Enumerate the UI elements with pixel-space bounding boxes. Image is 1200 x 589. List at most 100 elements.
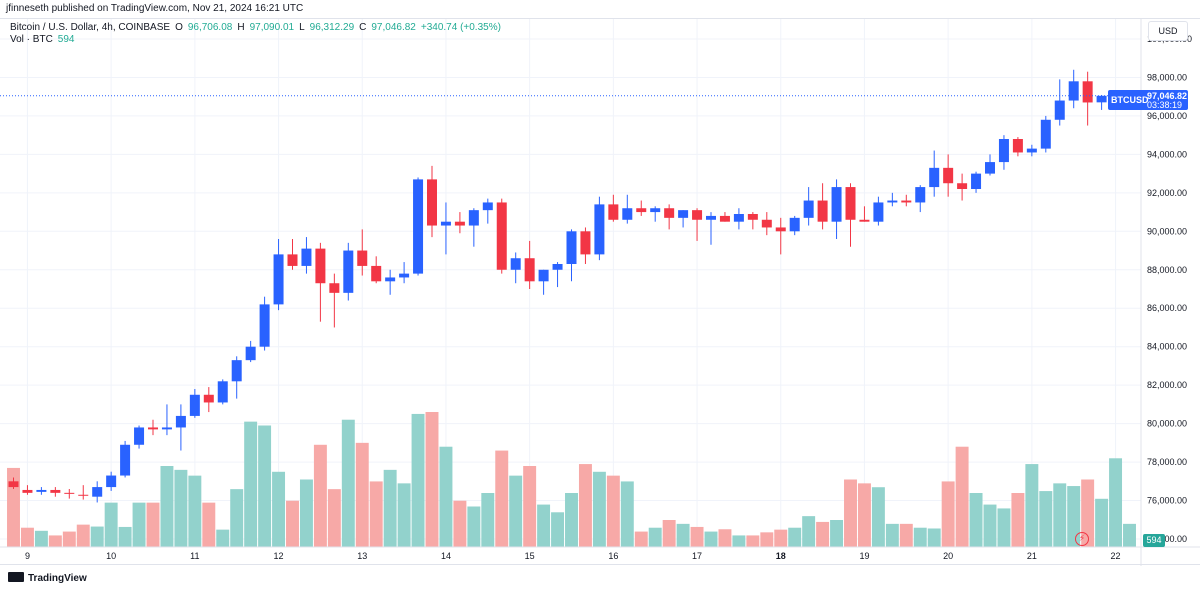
y-tick-label: 98,000.00 bbox=[1147, 72, 1187, 82]
volume-bar bbox=[495, 450, 509, 547]
candle-body bbox=[427, 179, 437, 226]
volume-bar bbox=[174, 469, 188, 547]
candle-body bbox=[175, 415, 186, 428]
volume-bar bbox=[732, 535, 746, 547]
flash-icon[interactable]: ⚡ bbox=[1075, 532, 1089, 546]
x-tick-label: 20 bbox=[943, 551, 953, 561]
volume-bar bbox=[481, 493, 495, 547]
y-tick-label: 90,000.00 bbox=[1147, 226, 1187, 236]
candle-body bbox=[329, 283, 340, 293]
volume-bar bbox=[955, 446, 969, 547]
low-label: L bbox=[299, 22, 305, 33]
publisher-line: jfinneseth published on TradingView.com,… bbox=[6, 3, 304, 14]
candle-body bbox=[1040, 119, 1051, 149]
volume-bar bbox=[132, 502, 146, 547]
volume-bar bbox=[844, 479, 857, 547]
volume-bar bbox=[104, 502, 118, 547]
volume-bar bbox=[565, 493, 578, 547]
candle-body bbox=[538, 269, 549, 282]
candle-body bbox=[64, 492, 75, 494]
volume-legend[interactable]: Vol · BTC 594 bbox=[10, 34, 79, 45]
volume-bar bbox=[397, 483, 411, 547]
candle-body bbox=[915, 187, 926, 203]
volume-bar bbox=[34, 530, 48, 547]
candle-body bbox=[496, 202, 507, 270]
candle-body bbox=[901, 200, 912, 203]
candle-body bbox=[971, 173, 982, 189]
chart-area[interactable]: 74,000.00 76,000.00 78,000.00 80,000.00 82,0… bbox=[0, 18, 1200, 566]
candle-body bbox=[78, 494, 89, 496]
volume-bar bbox=[90, 526, 104, 547]
volume-bar bbox=[941, 481, 955, 547]
candle-body bbox=[217, 381, 228, 403]
volume-bar bbox=[188, 475, 202, 547]
volume-bar bbox=[774, 529, 788, 547]
currency-button[interactable]: USD bbox=[1148, 21, 1188, 41]
volume-bar bbox=[578, 464, 592, 547]
volume-bar bbox=[146, 502, 160, 547]
volume-bar bbox=[160, 466, 174, 547]
volume-bar bbox=[439, 446, 453, 547]
footer: TradingView bbox=[0, 566, 1200, 589]
candle-body bbox=[482, 202, 493, 211]
tradingview-logo-icon bbox=[8, 572, 24, 582]
volume-bar bbox=[1011, 493, 1025, 547]
volume-bar bbox=[244, 421, 258, 547]
candle-body bbox=[552, 264, 563, 270]
price-chart[interactable]: 74,000.00 76,000.00 78,000.00 80,000.00 82,0… bbox=[0, 19, 1200, 566]
candle-body bbox=[106, 475, 117, 488]
x-tick-label: 11 bbox=[190, 551, 199, 561]
volume-bar bbox=[523, 466, 537, 547]
candle-body bbox=[134, 427, 145, 445]
candle-body bbox=[1082, 81, 1093, 103]
volume-bar bbox=[704, 531, 718, 547]
candle-body bbox=[692, 210, 703, 220]
candle-body bbox=[678, 210, 689, 218]
candle-body bbox=[510, 258, 521, 270]
candles bbox=[8, 69, 1107, 503]
symbol-title[interactable]: Bitcoin / U.S. Dollar, 4h, COINBASE bbox=[10, 22, 171, 33]
volume-bar bbox=[606, 475, 620, 547]
bar-countdown: 03:38:19 bbox=[1147, 100, 1183, 110]
brand-name: TradingView bbox=[28, 573, 87, 584]
time-axis[interactable]: 9 10 11 12 13 14 15 16 17 18 19 20 21 22 bbox=[0, 546, 1200, 561]
volume-bar bbox=[1039, 491, 1053, 547]
volume-bar bbox=[746, 535, 760, 547]
candle-body bbox=[273, 254, 284, 305]
volume-bar bbox=[467, 506, 481, 547]
y-tick-label: 76,000.00 bbox=[1147, 496, 1187, 506]
candle-body bbox=[580, 231, 591, 255]
last-price-value: 97,046.82 bbox=[1147, 91, 1188, 101]
candle-body bbox=[817, 200, 828, 222]
symbol-legend[interactable]: Bitcoin / U.S. Dollar, 4h, COINBASE O 96,7… bbox=[10, 22, 506, 33]
volume-label[interactable]: Vol · BTC bbox=[10, 34, 53, 45]
volume-bar bbox=[216, 529, 230, 547]
candle-body bbox=[859, 219, 870, 222]
candle-body bbox=[50, 489, 61, 493]
x-tick-label: 16 bbox=[608, 551, 618, 561]
candle-body bbox=[343, 250, 354, 293]
volume-bar bbox=[7, 467, 20, 547]
volume-bar bbox=[718, 529, 732, 547]
candle-body bbox=[22, 489, 33, 493]
volume-bar bbox=[857, 483, 871, 547]
y-tick-label: 80,000.00 bbox=[1147, 419, 1187, 429]
candle-body bbox=[594, 204, 605, 255]
candle-body bbox=[998, 139, 1009, 163]
candle-body bbox=[245, 346, 256, 361]
candle-body bbox=[1096, 95, 1107, 103]
volume-bar bbox=[383, 469, 397, 547]
high-label: H bbox=[237, 22, 245, 33]
volume-bar bbox=[1025, 464, 1039, 547]
candle-body bbox=[943, 167, 954, 184]
x-tick-label: 17 bbox=[692, 551, 702, 561]
candle-body bbox=[761, 219, 772, 228]
open-value: 96,706.08 bbox=[187, 22, 233, 33]
tradingview-logo[interactable]: TradingView bbox=[8, 572, 87, 584]
volume-bar bbox=[369, 481, 383, 547]
candle-body bbox=[315, 248, 326, 284]
candle-body bbox=[733, 214, 744, 222]
candle-body bbox=[399, 273, 410, 278]
volume-bar bbox=[327, 489, 341, 547]
volume-bar bbox=[411, 413, 425, 547]
